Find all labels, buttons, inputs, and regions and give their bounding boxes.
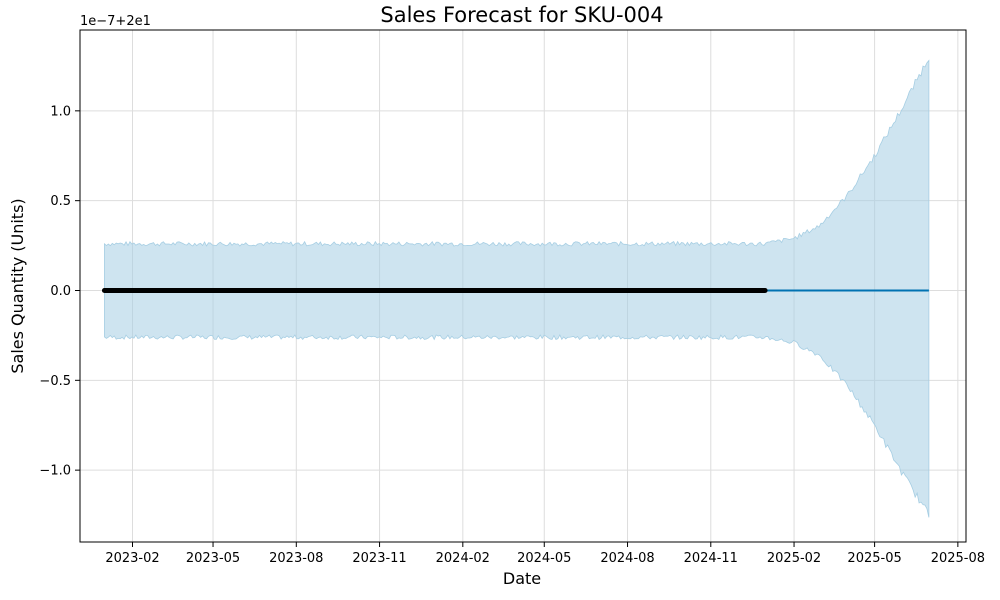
x-tick-label: 2023-05 [186, 551, 240, 566]
x-axis: 2023-02 2023-05 2023-08 2023-11 2024-02 2024-… [105, 542, 985, 566]
y-tick-label: 0.0 [50, 284, 71, 299]
y-axis: 1.0 0.5 0.0 −0.5 −1.0 [39, 104, 80, 479]
x-tick-label: 2024-11 [684, 551, 738, 566]
y-axis-label: Sales Quantity (Units) [8, 198, 27, 373]
x-tick-label: 2025-02 [767, 551, 821, 566]
plot-frame [79, 29, 967, 543]
chart-title: Sales Forecast for SKU-004 [380, 3, 663, 27]
x-axis-label: Date [503, 569, 541, 588]
y-tick-label: −0.5 [39, 374, 71, 389]
x-tick-label: 2024-08 [600, 551, 654, 566]
x-tick-label: 2025-05 [847, 551, 901, 566]
x-tick-label: 2023-08 [269, 551, 323, 566]
y-tick-label: −1.0 [39, 464, 71, 479]
y-offset-label: 1e−7+2e1 [80, 14, 151, 29]
x-tick-label: 2024-02 [436, 551, 490, 566]
y-tick-label: 1.0 [50, 104, 71, 119]
x-tick-label: 2024-05 [517, 551, 571, 566]
x-tick-label: 2023-11 [352, 551, 406, 566]
y-tick-label: 0.5 [50, 194, 71, 209]
x-tick-label: 2023-02 [105, 551, 159, 566]
x-tick-label: 2025-08 [931, 551, 985, 566]
